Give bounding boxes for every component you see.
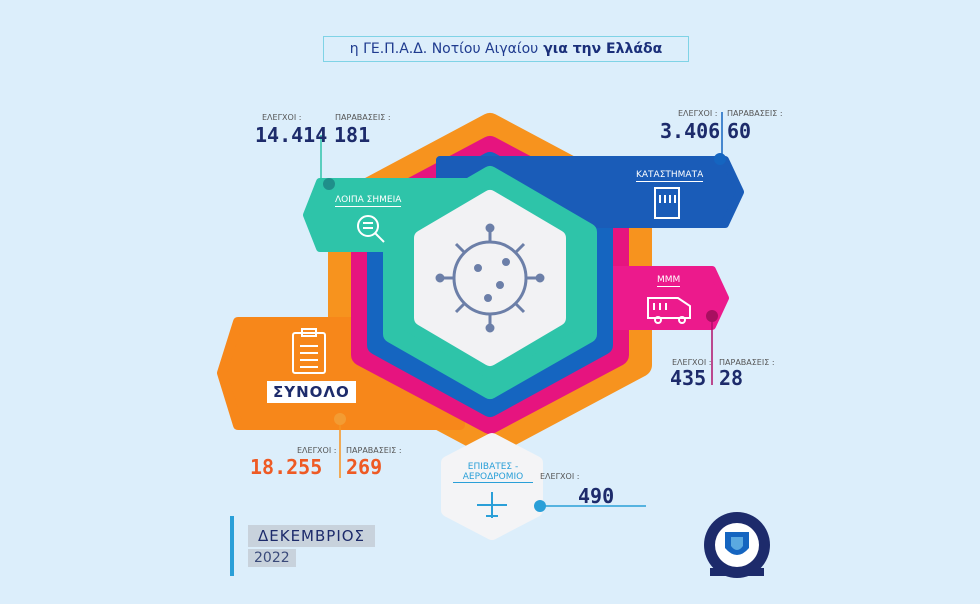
white-hexagon xyxy=(414,190,566,366)
mmm-checks-label: ΕΛΕΓΧΟΙ : xyxy=(672,358,712,367)
total-checks-label: ΕΛΕΓΧΟΙ : xyxy=(297,446,337,455)
other-points-label: ΛΟΙΠΑ ΣΗΜΕΙΑ xyxy=(335,195,402,207)
period-month: ΔΕΚΕΜΒΡΙΟΣ xyxy=(248,525,376,547)
total-label: ΣΥΝΟΛΟ xyxy=(267,381,356,403)
virus-icon xyxy=(435,223,545,333)
airport-hexagon xyxy=(441,433,543,540)
stores-violations-label: ΠΑΡΑΒΑΣΕΙΣ : xyxy=(727,109,783,118)
total-violations: 269 xyxy=(346,455,383,479)
building-icon xyxy=(654,187,680,219)
title-bold: για την Ελλάδα xyxy=(543,41,663,57)
connector-dot xyxy=(334,413,346,425)
period-accent-bar xyxy=(230,516,234,576)
connector-dot xyxy=(714,153,726,165)
total-checks: 18.255 xyxy=(250,455,323,479)
title-regular: η ΓΕ.Π.Α.Δ. Νοτίου Αιγαίου xyxy=(349,41,539,57)
mmm-checks: 435 xyxy=(670,366,707,390)
stores-violations: 60 xyxy=(727,119,752,143)
title: η ΓΕ.Π.Α.Δ. Νοτίου Αιγαίου για την Ελλάδ… xyxy=(323,36,689,62)
total-violations-label: ΠΑΡΑΒΑΣΕΙΣ : xyxy=(346,446,402,455)
period-year: 2022 xyxy=(248,549,296,567)
stores-checks: 3.406 xyxy=(660,119,721,143)
other-points-checks-label: ΕΛΕΓΧΟΙ : xyxy=(262,113,302,122)
connector-dot xyxy=(706,310,718,322)
stores-checks-label: ΕΛΕΓΧΟΙ : xyxy=(678,109,718,118)
other-points-checks: 14.414 xyxy=(255,123,328,147)
airport-checks-label: ΕΛΕΓΧΟΙ : xyxy=(540,472,580,481)
airport-label: ΕΠΙΒΑΤΕΣ - ΑΕΡΟΔΡΟΜΙΟ xyxy=(453,462,533,483)
magnifier-document-icon xyxy=(357,215,385,243)
stores-label: ΚΑΤΑΣΤΗΜΑΤΑ xyxy=(636,170,704,182)
connector-dot xyxy=(534,500,546,512)
connector-dot xyxy=(323,178,335,190)
bus-icon xyxy=(647,297,691,324)
airport-checks: 490 xyxy=(578,484,615,508)
mmm-label: ΜΜΜ xyxy=(657,275,681,287)
other-points-violations-label: ΠΑΡΑΒΑΣΕΙΣ : xyxy=(335,113,391,122)
police-logo xyxy=(704,512,770,578)
clipboard-icon xyxy=(292,328,326,374)
airplane-icon xyxy=(477,492,507,518)
other-points-violations: 181 xyxy=(334,123,371,147)
mmm-violations: 28 xyxy=(719,366,744,390)
mmm-violations-label: ΠΑΡΑΒΑΣΕΙΣ : xyxy=(719,358,775,367)
